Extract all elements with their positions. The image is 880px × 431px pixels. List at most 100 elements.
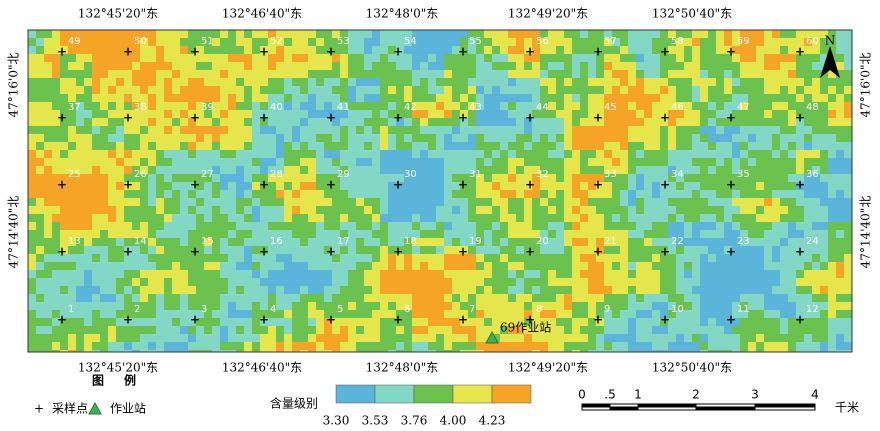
raster-cell bbox=[748, 78, 756, 86]
raster-cell bbox=[100, 286, 108, 294]
raster-cell bbox=[420, 158, 428, 166]
raster-cell bbox=[244, 62, 252, 70]
raster-cell bbox=[716, 238, 724, 246]
raster-cell bbox=[172, 142, 180, 150]
point-label: 25 bbox=[68, 169, 81, 180]
raster-cell bbox=[228, 318, 236, 326]
raster-cell bbox=[548, 286, 556, 294]
raster-cell bbox=[652, 62, 660, 70]
raster-cell bbox=[436, 334, 444, 342]
raster-cell bbox=[36, 190, 44, 198]
raster-cell bbox=[396, 78, 404, 86]
raster-cell bbox=[596, 270, 604, 278]
raster-cell bbox=[684, 134, 692, 142]
raster-cell bbox=[572, 254, 580, 262]
raster-cell bbox=[572, 270, 580, 278]
raster-cell bbox=[356, 198, 364, 206]
raster-cell bbox=[372, 182, 380, 190]
raster-cell bbox=[692, 278, 700, 286]
raster-cell bbox=[156, 254, 164, 262]
raster-cell bbox=[300, 94, 308, 102]
raster-cell bbox=[260, 150, 268, 158]
raster-cell bbox=[436, 230, 444, 238]
raster-cell bbox=[668, 62, 676, 70]
raster-cell bbox=[404, 198, 412, 206]
raster-cell bbox=[460, 166, 468, 174]
raster-cell bbox=[268, 190, 276, 198]
raster-cell bbox=[604, 94, 612, 102]
raster-cell bbox=[236, 302, 244, 310]
point-label: 54 bbox=[404, 36, 417, 47]
raster-cell bbox=[804, 46, 812, 54]
raster-cell bbox=[700, 278, 708, 286]
raster-cell bbox=[548, 246, 556, 254]
raster-cell bbox=[100, 102, 108, 110]
raster-cell bbox=[756, 62, 764, 70]
raster-cell bbox=[620, 182, 628, 190]
raster-cell bbox=[836, 230, 844, 238]
raster-cell bbox=[44, 102, 52, 110]
raster-cell bbox=[204, 286, 212, 294]
raster-cell bbox=[548, 262, 556, 270]
raster-cell bbox=[316, 310, 324, 318]
raster-cell bbox=[660, 158, 668, 166]
raster-cell bbox=[236, 238, 244, 246]
raster-cell bbox=[76, 86, 84, 94]
raster-cell bbox=[180, 190, 188, 198]
raster-cell bbox=[548, 158, 556, 166]
raster-cell bbox=[548, 78, 556, 86]
raster-cell bbox=[412, 142, 420, 150]
raster-cell bbox=[156, 174, 164, 182]
raster-cell bbox=[652, 230, 660, 238]
raster-cell bbox=[740, 86, 748, 94]
raster-cell bbox=[364, 30, 372, 38]
raster-cell bbox=[428, 150, 436, 158]
raster-cell bbox=[500, 110, 508, 118]
raster-cell bbox=[564, 270, 572, 278]
raster-cell bbox=[748, 142, 756, 150]
raster-cell bbox=[772, 70, 780, 78]
raster-cell bbox=[412, 214, 420, 222]
raster-cell bbox=[220, 278, 228, 286]
raster-cell bbox=[204, 198, 212, 206]
raster-cell bbox=[556, 334, 564, 342]
raster-cell bbox=[724, 102, 732, 110]
raster-cell bbox=[196, 262, 204, 270]
raster-cell bbox=[804, 158, 812, 166]
raster-cell bbox=[140, 278, 148, 286]
raster-cell bbox=[500, 334, 508, 342]
raster-cell bbox=[332, 206, 340, 214]
raster-cell bbox=[724, 230, 732, 238]
raster-cell bbox=[572, 158, 580, 166]
raster-cell bbox=[92, 262, 100, 270]
raster-cell bbox=[340, 262, 348, 270]
raster-cell bbox=[228, 46, 236, 54]
raster-cell bbox=[596, 102, 604, 110]
raster-cell bbox=[692, 62, 700, 70]
raster-cell bbox=[84, 70, 92, 78]
raster-cell bbox=[700, 326, 708, 334]
raster-cell bbox=[340, 142, 348, 150]
raster-cell bbox=[388, 206, 396, 214]
raster-cell bbox=[788, 134, 796, 142]
raster-cell bbox=[284, 342, 292, 350]
raster-cell bbox=[300, 30, 308, 38]
raster-cell bbox=[92, 110, 100, 118]
raster-cell bbox=[428, 326, 436, 334]
raster-cell bbox=[204, 86, 212, 94]
raster-cell bbox=[404, 326, 412, 334]
raster-cell bbox=[156, 222, 164, 230]
raster-cell bbox=[660, 166, 668, 174]
raster-cell bbox=[100, 238, 108, 246]
raster-cell bbox=[76, 342, 84, 350]
raster-cell bbox=[332, 214, 340, 222]
raster-cell bbox=[500, 94, 508, 102]
raster-cell bbox=[780, 62, 788, 70]
raster-cell bbox=[676, 150, 684, 158]
raster-cell bbox=[316, 78, 324, 86]
raster-cell bbox=[724, 294, 732, 302]
raster-cell bbox=[308, 318, 316, 326]
raster-cell bbox=[84, 334, 92, 342]
raster-cell bbox=[820, 310, 828, 318]
raster-cell bbox=[220, 238, 228, 246]
